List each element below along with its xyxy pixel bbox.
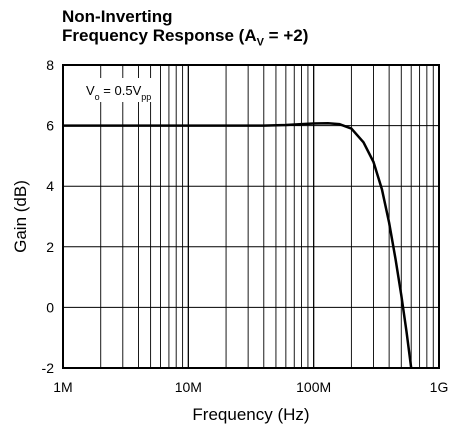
x-axis-label: Frequency (Hz) (192, 405, 309, 424)
tick-labels: 1M 10M 100M 1G 8 6 4 2 0 -2 (42, 57, 449, 395)
y-tick-label: 4 (46, 178, 54, 194)
chart-title-suffix: = +2) (263, 26, 309, 45)
plot-frame (62, 64, 440, 369)
annotation-value: = 0.5V (100, 83, 142, 98)
grid (63, 65, 439, 368)
y-tick-label: 8 (46, 57, 54, 73)
annotation-v: V (86, 83, 95, 98)
y-axis-label: Gain (dB) (11, 180, 30, 253)
chart-title-prefix: Frequency Response (A (62, 26, 257, 45)
x-tick-label: 100M (296, 379, 331, 395)
x-tick-label: 1M (53, 379, 72, 395)
annotation-box (80, 78, 158, 102)
x-tick-label: 10M (175, 379, 202, 395)
series-line-0 (63, 121, 413, 368)
chart-title-line2: Frequency Response (AV = +2) (62, 27, 308, 51)
annotation-sub-o: o (95, 92, 100, 102)
series-layer (63, 121, 413, 368)
chart-title-line1: Non-Inverting (62, 7, 173, 26)
y-tick-label: 6 (46, 118, 54, 134)
y-tick-label: 0 (46, 299, 54, 315)
y-tick-label: 2 (46, 239, 54, 255)
y-tick-label: -2 (42, 360, 55, 376)
annotation-sub-pp: pp (141, 92, 151, 102)
x-tick-label: 1G (430, 379, 449, 395)
annotation-vo: Vo = 0.5Vpp (86, 83, 151, 102)
chart-title-subscript: V (256, 36, 264, 49)
annotation-background (80, 78, 158, 102)
